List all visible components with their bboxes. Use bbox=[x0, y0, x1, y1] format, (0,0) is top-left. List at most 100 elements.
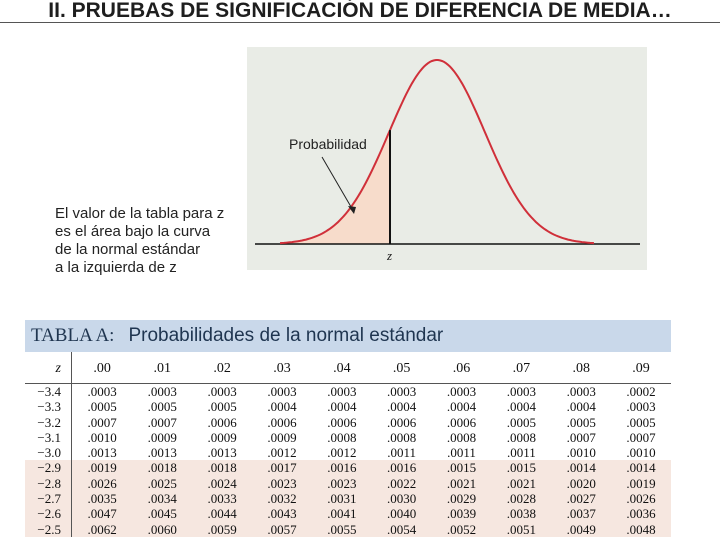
table-cell: .0003 bbox=[207, 384, 237, 399]
table-cell: .0043 bbox=[252, 506, 312, 522]
column-header: .02 bbox=[192, 352, 253, 384]
table: z .00.01.02.03.04.05.06.07.08.09 −3.4 .0003… bbox=[25, 352, 671, 537]
table-cell: .0019 bbox=[71, 460, 133, 476]
table-cell: .0020 bbox=[551, 475, 612, 492]
z-value: −2.8 bbox=[25, 475, 72, 492]
table-cell: .0019 bbox=[611, 475, 671, 492]
table-cell: .0026 bbox=[71, 475, 133, 492]
table-cell: .0031 bbox=[311, 491, 372, 507]
table-cell: .0010 bbox=[566, 445, 596, 461]
table-cell: .0059 bbox=[192, 521, 253, 537]
table-row: −2.7.0035.0034.0033.0032.0031.0030.0029.… bbox=[25, 491, 671, 507]
table-cell: .0004 bbox=[446, 399, 477, 415]
z-value: −3.1 bbox=[25, 429, 72, 446]
table-cell: .0003 bbox=[506, 384, 536, 399]
table-row: −2.8.0026.0025.0024.0023.0023.0022.0021.… bbox=[25, 475, 671, 492]
column-header: .04 bbox=[311, 352, 372, 384]
table-cell: .0018 bbox=[192, 460, 253, 476]
column-header: .05 bbox=[371, 352, 432, 384]
header-row: z .00.01.02.03.04.05.06.07.08.09 bbox=[25, 352, 671, 384]
figure: Probabilidad z El valor de la tabla para… bbox=[55, 47, 647, 276]
table-cell: .0027 bbox=[551, 491, 612, 507]
z-value: −3.4 bbox=[25, 383, 72, 400]
arrow bbox=[321, 156, 355, 213]
column-header: .06 bbox=[431, 352, 492, 384]
normal-curve bbox=[279, 59, 595, 245]
table-cell: .0026 bbox=[611, 491, 671, 507]
table-cell: .0018 bbox=[132, 460, 193, 476]
table-cell: .0052 bbox=[431, 521, 492, 537]
table-cell: .0004 bbox=[267, 399, 297, 415]
table-cell: .0003 bbox=[147, 384, 177, 399]
table-cell: .0004 bbox=[387, 399, 417, 415]
table-row: −2.6.0047.0045.0044.0043.0041.0040.0039.… bbox=[25, 506, 671, 522]
arrow-head bbox=[348, 206, 356, 214]
table-cell: .0004 bbox=[327, 399, 357, 415]
table-row: −3.1 .0010 .0009 .0009 .0009 .0008 .0008 .0008.… bbox=[25, 429, 671, 446]
table-title: Probabilidades de la normal estándar bbox=[128, 325, 444, 346]
z-value: −3.2 bbox=[25, 414, 72, 430]
table-cell: .0015 bbox=[491, 460, 552, 476]
z-value: −3.3 bbox=[25, 399, 72, 415]
table-cell: .0005 bbox=[506, 414, 536, 430]
table-row: −2.5.0062.0060.0059.0057.0055.0054.0052.… bbox=[25, 521, 671, 537]
table-cell: .0048 bbox=[611, 521, 671, 537]
table-row: −2.9.0019.0018.0018.0017.0016.0016.0015.… bbox=[25, 460, 671, 476]
caption-line: El valor de la tabla para z bbox=[55, 205, 224, 222]
table-row: −3.3 .0005 .0005 .0005 .0004 .0004 .0004 .0004.… bbox=[25, 399, 671, 415]
table-cell: .0006 bbox=[267, 414, 297, 430]
table-cell: .0044 bbox=[192, 506, 253, 522]
column-header: .09 bbox=[611, 352, 671, 384]
table-cell: .0007 bbox=[626, 429, 656, 445]
column-header: .01 bbox=[132, 352, 193, 384]
table-cell: .0003 bbox=[327, 384, 357, 399]
table-cell: .0009 bbox=[207, 429, 237, 445]
table-cell: .0006 bbox=[207, 414, 237, 430]
column-header: .03 bbox=[252, 352, 312, 384]
slide-title: II. PRUEBAS DE SIGNIFICACIÓN DE DIFERENC… bbox=[0, 0, 720, 23]
table-header: TABLA A: Probabilidades de la normal está… bbox=[25, 320, 671, 352]
table-cell: .0003 bbox=[566, 384, 596, 399]
z-value: −2.9 bbox=[25, 460, 72, 476]
table-row: −3.0 .0013 .0013 .0013 .0012 .0012 .0011 .0011.… bbox=[25, 445, 671, 461]
table-cell: .0006 bbox=[446, 414, 477, 430]
table-cell: .0006 bbox=[327, 414, 357, 430]
table-cell: .0002 bbox=[626, 384, 656, 399]
table-cell: .0037 bbox=[551, 506, 612, 522]
z-value: −2.6 bbox=[25, 506, 72, 522]
table-cell: .0011 bbox=[447, 445, 476, 461]
column-header: z bbox=[25, 352, 72, 384]
caption-line: a la izquierda de z bbox=[55, 259, 177, 276]
table-cell: .0007 bbox=[87, 414, 117, 430]
table-cell: .0017 bbox=[252, 460, 312, 476]
table-cell: .0008 bbox=[506, 429, 536, 445]
table-cell: .0060 bbox=[132, 521, 193, 537]
table-cell: .0003 bbox=[446, 384, 477, 399]
table-cell: .0012 bbox=[327, 445, 357, 461]
table-cell: .0029 bbox=[431, 491, 492, 507]
table-cell: .0057 bbox=[252, 521, 312, 537]
table-cell: .0013 bbox=[147, 445, 177, 461]
table-cell: .0016 bbox=[371, 460, 432, 476]
table-cell: .0024 bbox=[192, 475, 253, 492]
table-cell: .0045 bbox=[132, 506, 193, 522]
column-header: .08 bbox=[551, 352, 612, 384]
table-cell: .0010 bbox=[87, 429, 117, 445]
table-cell: .0033 bbox=[192, 491, 253, 507]
table-cell: .0007 bbox=[147, 414, 177, 430]
caption-line: de la normal estándar bbox=[55, 241, 200, 258]
table-cell: .0010 bbox=[626, 445, 656, 461]
table-cell: .0040 bbox=[371, 506, 432, 522]
table-panel: TABLA A: Probabilidades de la normal está… bbox=[25, 320, 671, 540]
table-cell: .0007 bbox=[566, 429, 596, 445]
table-cell: .0034 bbox=[132, 491, 193, 507]
table-cell: .0038 bbox=[491, 506, 552, 522]
table-cell: .0054 bbox=[371, 521, 432, 537]
table-cell: .0014 bbox=[611, 460, 671, 476]
table-cell: .0004 bbox=[506, 399, 536, 415]
shaded-area bbox=[280, 130, 390, 244]
table-cell: .0016 bbox=[311, 460, 372, 476]
table-cell: .0008 bbox=[446, 429, 477, 445]
table-cell: .0005 bbox=[87, 399, 117, 415]
